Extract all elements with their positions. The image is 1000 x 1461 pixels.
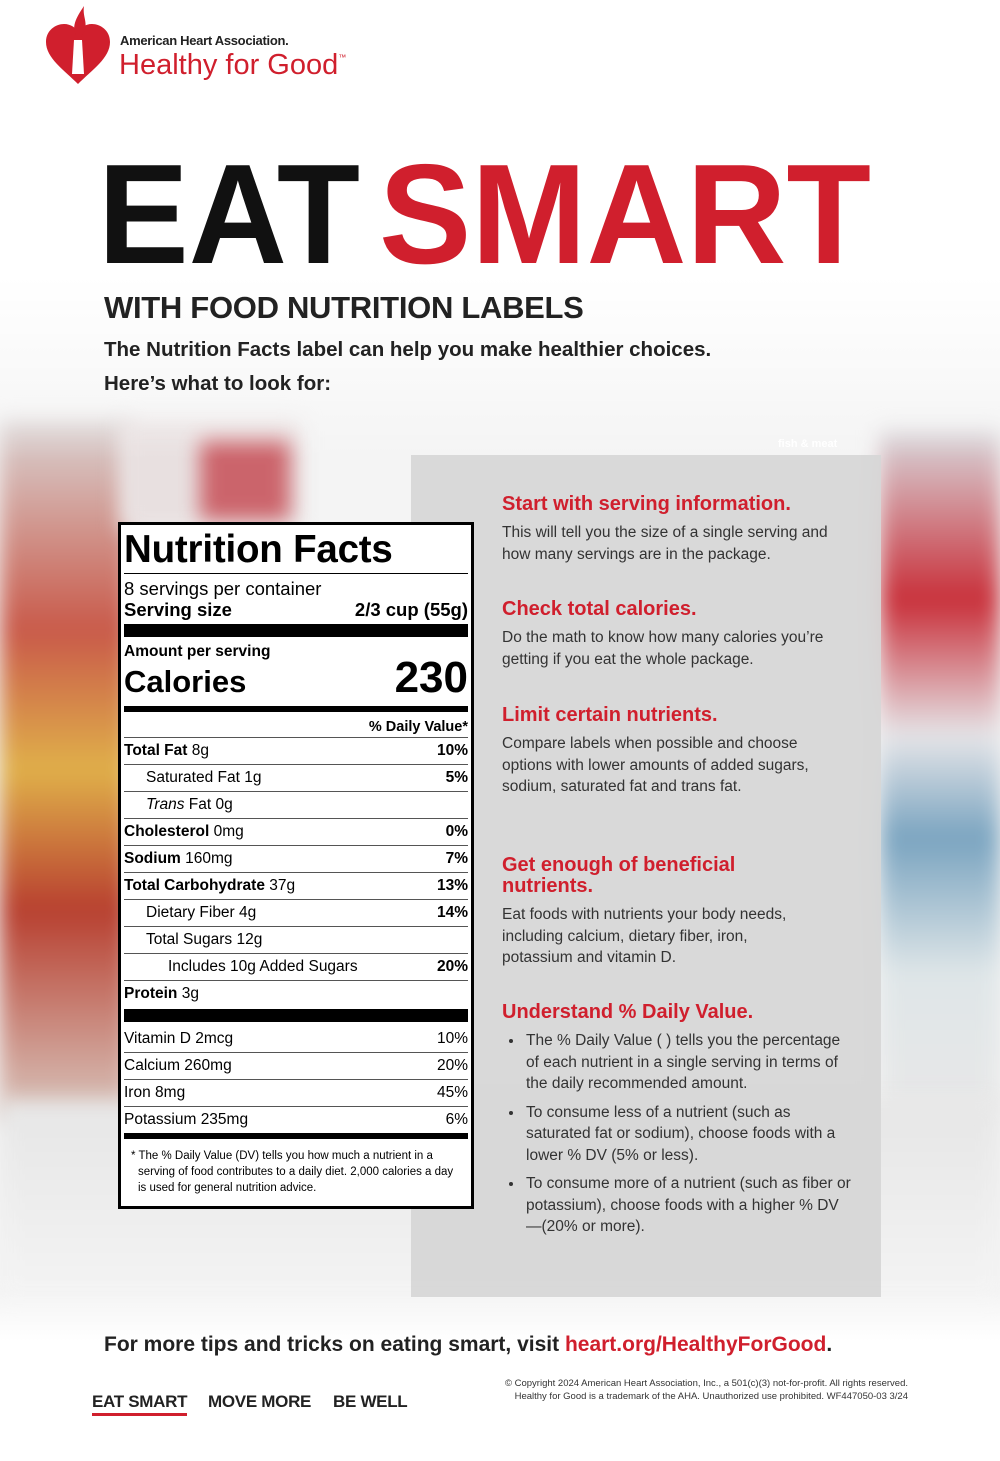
footer-nav-item: BE WELL	[333, 1392, 408, 1411]
headline-smart: SMART	[379, 150, 871, 280]
nutrient-italic: Trans	[146, 796, 185, 813]
calories-row: Calories 230	[124, 653, 468, 703]
cta-link[interactable]: heart.org/HealthyForGood	[564, 1333, 827, 1356]
nutrient: Total Carbohydrate	[124, 877, 265, 894]
tips-panel	[411, 455, 881, 1297]
tip-bullet: To consume more of a nutrient (such as f…	[524, 1173, 854, 1238]
dv: 7%	[445, 850, 468, 867]
nutrient: Sodium	[124, 850, 181, 867]
tip-body: This will tell you the size of a single …	[502, 524, 828, 563]
nutrient: Saturated Fat	[146, 769, 240, 786]
calories-label: Calories	[124, 664, 247, 699]
background	[880, 430, 1000, 1110]
headline: EAT SMART	[98, 150, 871, 280]
vitamin: Potassium	[124, 1111, 197, 1128]
label-title: Nutrition Facts	[124, 528, 393, 571]
cta-text: For more tips and tricks on eating smart…	[104, 1333, 565, 1356]
amount: 8g	[191, 742, 209, 759]
logo-icon	[46, 6, 110, 84]
amount: 1g	[244, 769, 262, 786]
aisle-sign: fish & meat	[778, 438, 838, 450]
dv: 20%	[436, 958, 468, 975]
tip: Start with serving information. This will…	[502, 494, 867, 565]
serving-size-label: Serving size	[124, 599, 232, 620]
dv: 6%	[445, 1111, 468, 1128]
amount: 4g	[239, 904, 257, 921]
nutrient: Includes 10g Added Sugars	[168, 958, 358, 975]
tip: Limit certain nutrients. Compare labels w…	[502, 705, 867, 798]
org-name: American Heart Association.	[120, 33, 289, 48]
tip-bullet: To consume less of a nutrient (such as s…	[524, 1102, 854, 1167]
tip: Get enough of beneficial nutrients. Eat f…	[502, 855, 867, 969]
footnote: * The % Daily Value (DV) tells you how m…	[131, 1150, 454, 1194]
tip-title: Understand % Daily Value.	[502, 1001, 754, 1023]
footer-nav-item: MOVE MORE	[208, 1392, 312, 1411]
background	[0, 420, 130, 1120]
intro: The Nutrition Facts label can help you m…	[104, 338, 712, 361]
tip-title: Limit certain nutrients.	[502, 704, 718, 726]
intro: Here’s what to look for:	[104, 372, 332, 395]
copyright: © Copyright 2024 American Heart Associat…	[504, 1378, 908, 1389]
amount: 235mg	[200, 1111, 249, 1128]
dv-header: % Daily Value*	[368, 719, 468, 735]
tip-bullets: The % Daily Value ( ) tells you the perc…	[502, 1030, 854, 1238]
amount: 8mg	[155, 1084, 186, 1101]
tip-title: Get enough of beneficial nutrients.	[502, 854, 736, 897]
nutrient: Cholesterol	[124, 823, 210, 840]
footer-nav-item: EAT SMART	[92, 1392, 188, 1416]
amount-per-serving: Amount per serving	[124, 643, 271, 660]
dv: 5%	[445, 769, 468, 786]
dv: 45%	[436, 1084, 468, 1101]
tip: Understand % Daily Value. The % Daily Va…	[502, 1002, 867, 1245]
copyright: Healthy for Good is a trademark of the A…	[514, 1391, 908, 1402]
nutrient: Dietary Fiber	[146, 904, 235, 921]
serving-size: 2/3 cup (55g)	[354, 599, 468, 620]
dv: 10%	[436, 1030, 468, 1047]
vitamin: Calcium	[124, 1057, 180, 1074]
cta-end: .	[826, 1333, 833, 1356]
headline-eat: EAT	[98, 150, 360, 280]
brand-name: Healthy for Good™	[119, 49, 346, 82]
amount: 0g	[215, 796, 233, 813]
dv: 20%	[436, 1057, 468, 1074]
nutrient: Total Sugars	[146, 931, 233, 948]
amount: 2mcg	[195, 1030, 234, 1047]
tip-body: Eat foods with nutrients your body needs…	[502, 906, 787, 966]
tip-bullet: The % Daily Value ( ) tells you the perc…	[524, 1030, 854, 1095]
tip-body: Do the math to know how many calories yo…	[502, 629, 824, 668]
vitamin: Vitamin D	[124, 1030, 191, 1047]
background	[0, 1290, 1000, 1461]
tip-title: Start with serving information.	[502, 493, 791, 515]
serving-size-row: Serving size 2/3 cup (55g)	[124, 599, 468, 620]
amount: 37g	[269, 877, 296, 894]
nutrition-label: Nutrition Facts 8 servings per container…	[118, 522, 474, 1209]
cta: For more tips and tricks on eating smart…	[104, 1333, 832, 1357]
trademark: ™	[338, 53, 347, 62]
brand-text: Healthy for Good	[119, 49, 339, 81]
subtitle: WITH FOOD NUTRITION LABELS	[104, 290, 584, 325]
calories-value: 230	[394, 653, 468, 702]
vitamin: Iron	[124, 1084, 151, 1101]
background	[0, 0, 1000, 460]
nutrient: Total Fat	[124, 742, 188, 759]
dv: 13%	[436, 877, 468, 894]
amount: 3g	[181, 985, 199, 1002]
dv: 10%	[436, 742, 468, 759]
servings: 8 servings per container	[124, 578, 322, 599]
tip-title: Check total calories.	[502, 598, 697, 620]
amount: 160mg	[185, 850, 233, 867]
tip: Check total calories. Do the math to know…	[502, 599, 867, 670]
nutrient: Fat	[188, 796, 212, 813]
amount: 0mg	[213, 823, 244, 840]
amount: 260mg	[184, 1057, 232, 1074]
tip-body: Compare labels when possible and choose …	[502, 735, 809, 795]
dv: 0%	[445, 823, 468, 840]
dv: 14%	[436, 904, 468, 921]
amount: 12g	[236, 931, 263, 948]
nutrient: Protein	[124, 985, 178, 1002]
